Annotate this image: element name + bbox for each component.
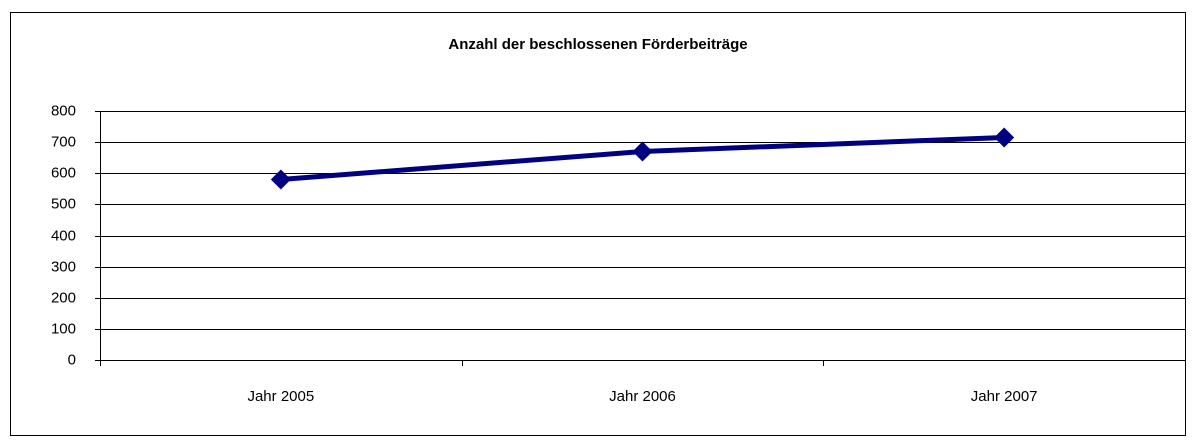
- y-tick-label: 200: [51, 289, 76, 306]
- y-tick-label: 500: [51, 195, 76, 212]
- y-tick-label: 0: [68, 351, 76, 368]
- chart-title: Anzahl der beschlossenen Förderbeiträge: [448, 36, 747, 53]
- y-tick-label: 300: [51, 258, 76, 275]
- marker: [994, 127, 1015, 148]
- x-tick-label: Jahr 2006: [609, 388, 676, 405]
- marker: [270, 169, 291, 190]
- y-tick-label: 400: [51, 227, 76, 244]
- x-tick-label: Jahr 2007: [971, 388, 1038, 405]
- chart-border: [10, 12, 1186, 436]
- y-tick-label: 100: [51, 320, 76, 337]
- marker: [632, 141, 653, 162]
- y-tick-label: 700: [51, 133, 76, 150]
- y-tick-label: 800: [51, 102, 76, 119]
- y-tick-label: 600: [51, 164, 76, 181]
- x-tick-label: Jahr 2005: [247, 388, 314, 405]
